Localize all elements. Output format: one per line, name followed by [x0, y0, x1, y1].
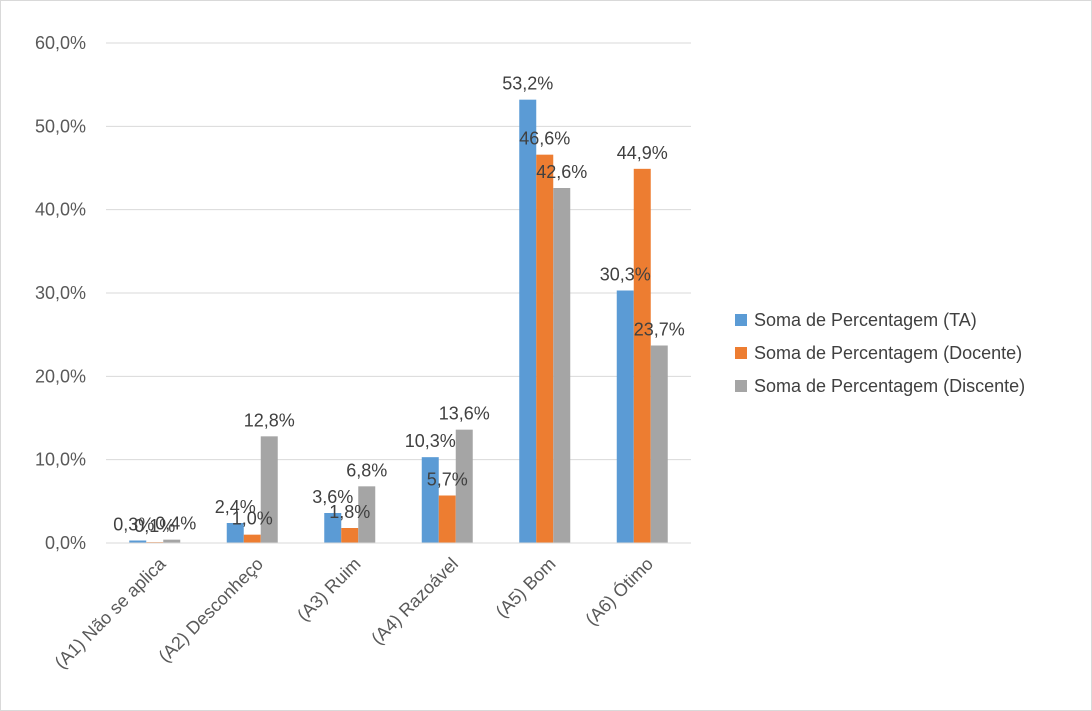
bar [421, 457, 439, 543]
data-label: 3,6% [312, 487, 353, 507]
bar [163, 539, 181, 543]
bars [129, 99, 668, 544]
bar [650, 345, 668, 543]
data-label: 12,8% [244, 410, 295, 430]
data-label: 10,3% [405, 431, 456, 451]
data-label: 46,6% [519, 129, 570, 149]
data-label: 0,4% [155, 514, 196, 534]
legend: Soma de Percentagem (TA) Soma de Percenta… [735, 310, 1025, 396]
data-label: 0,1% [134, 516, 175, 536]
y-tick-label: 10,0% [35, 450, 86, 470]
data-label: 42,6% [536, 162, 587, 182]
legend-label: Soma de Percentagem (TA) [754, 310, 977, 330]
legend-swatch [735, 347, 747, 359]
y-tick-label: 0,0% [45, 533, 86, 553]
data-label: 1,0% [232, 509, 273, 529]
bar [519, 99, 537, 544]
data-labels: 0,3%0,1%0,4% 2,4%1,0% 12,8% 3,6%1,8% 6,8% 10,… [113, 74, 685, 537]
legend-swatch [735, 380, 747, 392]
legend-label: Soma de Percentagem (Discente) [754, 376, 1025, 396]
bar [633, 168, 651, 544]
data-label: 6,8% [346, 460, 387, 480]
bar [260, 436, 278, 543]
data-label: 1,8% [329, 502, 370, 522]
bar [455, 429, 473, 543]
data-label: 30,3% [600, 265, 651, 285]
data-label: 13,6% [439, 404, 490, 424]
y-tick-label: 50,0% [35, 116, 86, 136]
data-label: 53,2% [502, 74, 553, 94]
data-label: 44,9% [617, 143, 668, 163]
bar [226, 523, 244, 543]
y-tick-label: 60,0% [35, 33, 86, 53]
y-axis: 0,0% 10,0% 20,0% 30,0% 40,0% 50,0% 60,0% [35, 33, 86, 553]
bar [324, 513, 342, 543]
bar [243, 534, 261, 543]
legend-label: Soma de Percentagem (Docente) [754, 343, 1022, 363]
bar [438, 495, 456, 543]
bar [616, 290, 634, 543]
y-tick-label: 30,0% [35, 283, 86, 303]
data-label: 5,7% [427, 470, 468, 490]
y-tick-label: 20,0% [35, 366, 86, 386]
gridlines [106, 42, 691, 461]
data-label: 23,7% [634, 320, 685, 340]
data-label: 2,4% [215, 497, 256, 517]
bar [553, 188, 571, 543]
legend-swatch [735, 314, 747, 326]
bar [341, 528, 359, 543]
bar [536, 154, 554, 543]
y-tick-label: 40,0% [35, 200, 86, 220]
bar [129, 540, 147, 543]
data-label: 0,3% [113, 515, 154, 535]
bar [358, 486, 376, 543]
